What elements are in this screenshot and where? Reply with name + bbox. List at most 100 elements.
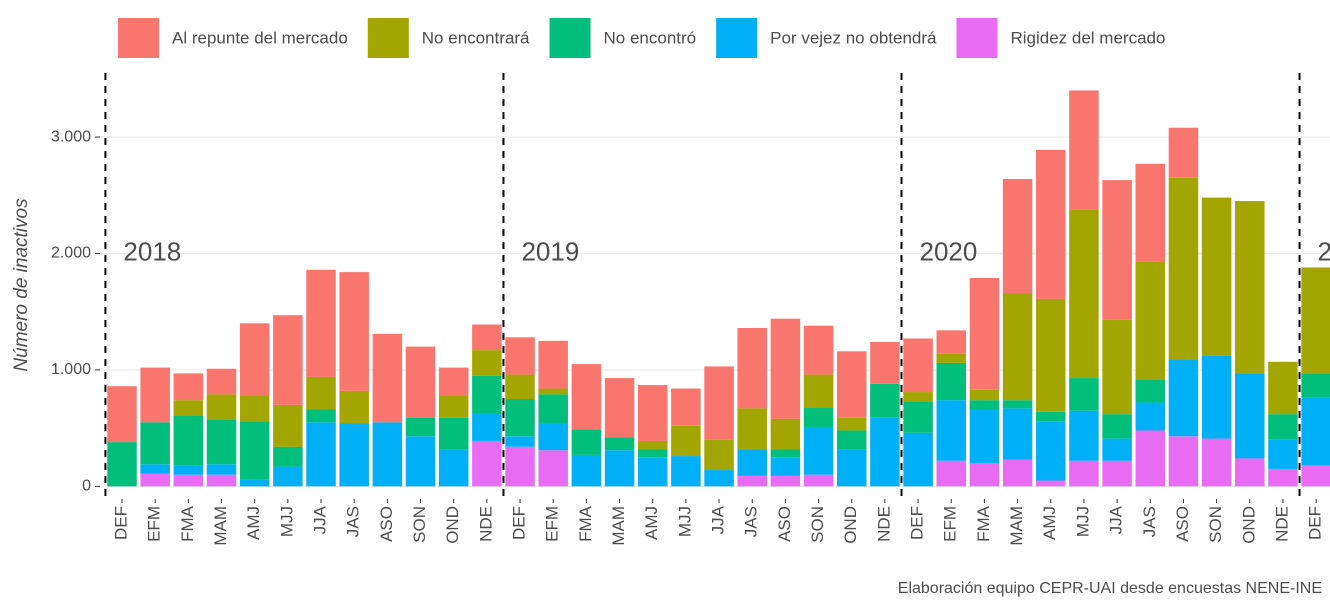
bar-segment [936,400,966,461]
bar-segment [903,392,933,402]
bar-segment [671,388,701,426]
bar-segment [372,333,403,423]
bar-segment [1268,414,1298,440]
x-tick-label: DEF [111,506,130,540]
bar-segment [803,374,834,408]
bar-segment [339,272,369,391]
bar-segment [538,423,568,451]
bar-segment [737,449,767,476]
bar-segment [637,457,668,487]
x-tick-label: ASO [377,506,396,542]
bar-segment [206,474,237,487]
bar-segment [339,390,369,424]
bar-segment [1002,178,1033,294]
x-tick-label: MAM [609,506,628,546]
bar-segment [472,440,502,487]
bar-segment [273,315,303,405]
bar-segment [1168,359,1199,437]
bar-segment [969,389,1000,401]
y-tick-label: 2.000 [51,245,91,262]
bar-segment [472,375,502,413]
bar-segment [505,436,535,447]
bar-segment [1036,149,1066,299]
bar-segment [903,338,933,393]
x-tick-label: JJA [311,505,330,534]
bar-segment [306,422,336,487]
bar-segment [1002,459,1033,487]
bar-segment [1069,90,1099,210]
bar-segment [173,415,204,466]
bar-segment [969,277,1000,390]
bar-segment [173,465,204,475]
bar-segment [173,400,204,416]
bar-segment [936,362,966,401]
bar-segment [206,368,237,395]
bar-segment [239,479,270,487]
bar-segment [704,439,734,471]
x-tick-label: ASO [775,506,794,542]
bar-segment [538,394,568,424]
bar-segment [1102,460,1132,487]
bar-segment [671,425,701,457]
bar-segment [704,470,734,487]
x-tick-label: DEF [510,506,529,540]
bar-segment [1135,430,1166,487]
x-tick-label: SON [808,506,827,543]
legend-swatch [956,18,998,58]
bar-segment [770,449,801,458]
x-tick-label: DEF [1306,506,1325,540]
bar-segment [505,337,535,375]
bar-segment [1135,402,1166,431]
bar-segment [1235,201,1265,374]
bar-segment [671,456,701,487]
bar-segment [1301,373,1330,398]
x-tick-label: ASO [1173,506,1192,542]
bar-segment [1168,127,1199,178]
bar-segment [140,464,170,474]
x-tick-label: SON [410,506,429,543]
bar-segment [1301,397,1330,466]
bar-segment [969,409,1000,464]
x-tick-label: NDE [1272,506,1291,542]
bar-segment [1069,378,1099,411]
bar-segment [1301,267,1330,374]
bar-segment [704,366,734,440]
x-tick-label: AMJ [244,506,263,540]
bar-segment [538,388,568,395]
bar-segment [173,373,204,401]
bar-segment [1268,439,1298,469]
bar-segment [140,367,170,423]
bar-segment [870,417,900,487]
annotations: 2018 2019 2020 2021 [104,73,1330,498]
bar-segment [1135,163,1166,262]
bar-segment [936,353,966,363]
bar-segment [969,463,1000,487]
bar-segment [1102,319,1132,415]
caption: Elaboración equipo CEPR-UAI desde encues… [898,580,1322,597]
bar-segment [1201,355,1232,439]
bar-segment [206,394,237,420]
bar-segment [604,378,635,438]
bar-segment [1036,298,1066,412]
bar-segment [438,417,469,450]
bar-segment [1201,438,1232,487]
x-tick-label: SON [1206,506,1225,543]
bar-segment [173,474,204,487]
bar-segment [1235,373,1265,459]
x-tick-label: MAM [1007,506,1026,546]
bar-segment [604,437,635,451]
bar-segment [1069,209,1099,379]
x-tick-label: MAM [211,506,230,546]
bar-segment [836,417,867,431]
x-tick-label: OND [841,506,860,544]
bar-segment [538,450,568,487]
bar-segment [405,436,436,487]
legend-swatch [549,18,591,58]
year-label: 2020 [919,236,977,266]
x-tick-label: EFM [941,506,960,542]
x-tick-label: FMA [178,505,197,542]
bar-segment [903,401,933,433]
bar-segment [239,323,270,396]
y-axis-title: Número de inactivos [11,198,32,372]
bar-segment [903,432,933,487]
